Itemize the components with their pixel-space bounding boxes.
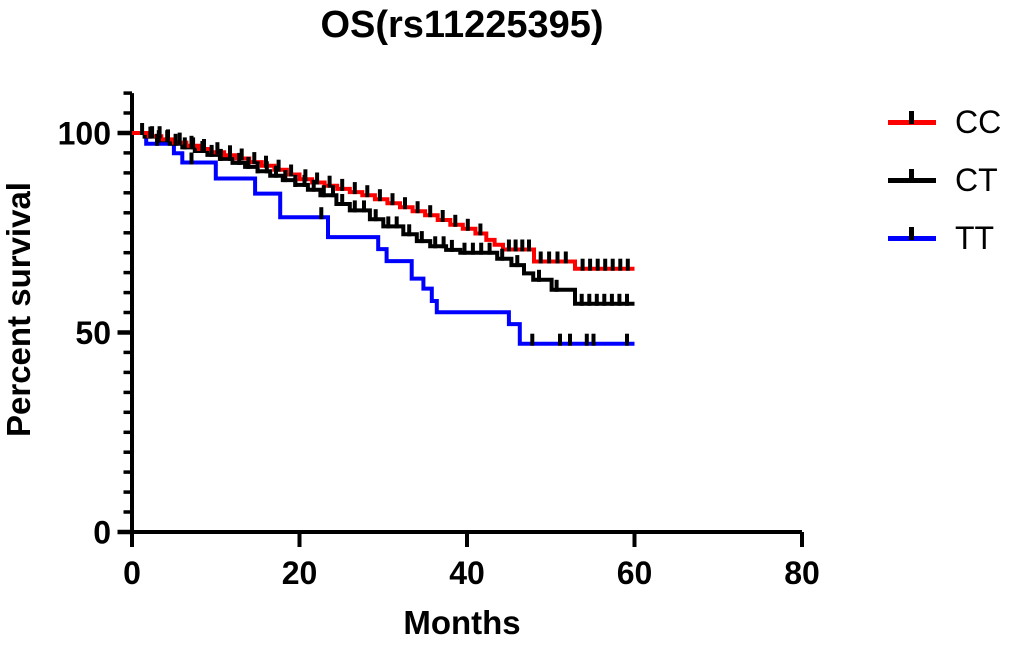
legend-item-CT: CT <box>888 151 1001 209</box>
legend-line-swatch-CT <box>888 168 936 183</box>
legend-label-CC: CC <box>955 103 1002 140</box>
legend-censor-tick-icon <box>909 168 914 182</box>
x-axis-label: Months <box>403 604 521 641</box>
x-tick-label: 60 <box>617 555 653 591</box>
x-tick-label: 0 <box>123 555 141 591</box>
x-tick-label: 40 <box>449 555 485 591</box>
y-tick-label: 100 <box>58 116 111 152</box>
legend: CC CT TT <box>888 93 1001 267</box>
legend-censor-tick-icon <box>909 226 914 240</box>
legend-item-CC: CC <box>888 93 1001 151</box>
chart-title: OS(rs11225395) <box>320 4 604 46</box>
legend-item-TT: TT <box>888 209 1001 267</box>
legend-censor-tick-icon <box>909 110 914 124</box>
y-tick-label: 0 <box>93 515 111 551</box>
survival-curve-CT <box>132 131 635 306</box>
legend-label-TT: TT <box>955 219 995 256</box>
y-tick-label: 50 <box>75 315 111 351</box>
legend-line-swatch-TT <box>888 226 936 241</box>
legend-label-CT: CT <box>955 161 998 198</box>
x-tick-label: 80 <box>784 555 820 591</box>
survival-curve-TT <box>132 131 635 346</box>
legend-line-swatch-CC <box>888 110 936 125</box>
x-tick-label: 20 <box>282 555 318 591</box>
